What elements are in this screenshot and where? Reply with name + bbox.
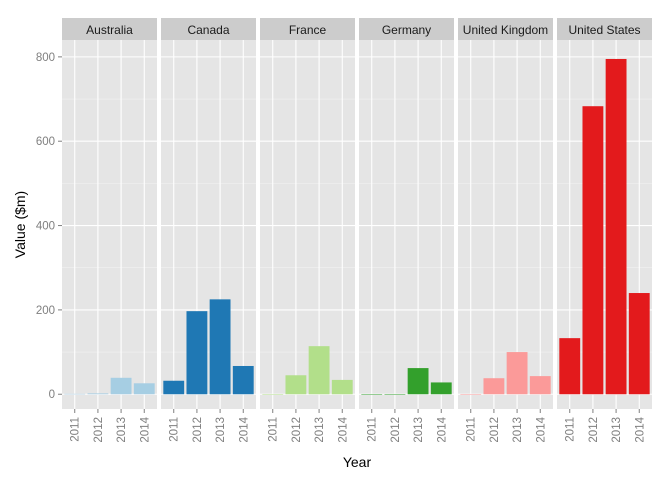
facet-panel-united-states: United States 2011 2012 2013 2014 <box>557 18 652 443</box>
x-tick-label: 2012 <box>390 417 402 443</box>
x-tick-label: 2011 <box>367 417 379 442</box>
bar <box>308 346 330 395</box>
x-tick-label: 2013 <box>512 417 524 443</box>
x-tick-label: 2014 <box>436 416 448 442</box>
x-tick-label: 2011 <box>169 417 181 442</box>
x-tick-label: 2011 <box>466 417 478 442</box>
x-tick-label: 2012 <box>192 417 204 443</box>
facet-panel-canada: Canada 2011 2012 2013 2014 <box>161 18 256 443</box>
panel-background <box>161 40 256 409</box>
x-tick-label: 2012 <box>291 417 303 443</box>
y-tick-label: 600 <box>36 136 55 148</box>
bar <box>529 376 551 395</box>
bar <box>262 394 284 395</box>
x-tick-label: 2014 <box>535 416 547 442</box>
bar <box>133 383 155 395</box>
panel-background <box>260 40 355 409</box>
facet-strip <box>458 18 553 40</box>
facet-strip <box>557 18 652 40</box>
bar <box>232 365 254 395</box>
y-tick-label: 800 <box>36 52 55 64</box>
facet-strip <box>161 18 256 40</box>
x-tick-label: 2013 <box>215 417 227 443</box>
panel-background <box>359 40 454 409</box>
y-axis-title: Value ($m) <box>12 191 28 258</box>
facet-panel-australia: Australia 2011 2012 2013 2014 <box>62 18 157 443</box>
facet-panel-united-kingdom: United Kingdom 2011 2012 2013 2014 <box>458 18 553 443</box>
bar <box>506 352 528 395</box>
x-tick-label: 2013 <box>413 417 425 443</box>
x-tick-label: 2011 <box>565 417 577 442</box>
facet-strip-label: United States <box>568 23 640 37</box>
y-tick-label: 400 <box>36 221 55 233</box>
facet-strip <box>260 18 355 40</box>
bar <box>384 394 406 395</box>
bar <box>430 382 452 395</box>
x-tick-label: 2014 <box>634 416 646 442</box>
x-tick-label: 2012 <box>93 417 105 443</box>
facet-strip-label: France <box>289 23 327 37</box>
bar <box>163 380 185 395</box>
facet-strip-label: Canada <box>187 23 229 37</box>
bar <box>605 58 627 395</box>
facet-strip-label: United Kingdom <box>463 23 548 37</box>
x-tick-label: 2011 <box>70 417 82 442</box>
x-tick-label: 2012 <box>489 417 501 443</box>
x-axis-title: Year <box>343 454 372 470</box>
bar <box>582 106 604 395</box>
bar <box>483 378 505 395</box>
bar <box>87 393 109 395</box>
bar <box>331 379 353 395</box>
y-tick-label: 0 <box>49 389 55 401</box>
y-tick-label: 200 <box>36 305 55 317</box>
facet-strip-label: Australia <box>86 23 133 37</box>
facet-panel-germany: Germany 2011 2012 2013 2014 <box>359 18 454 443</box>
bar <box>628 293 650 395</box>
bar <box>285 375 307 395</box>
x-tick-label: 2013 <box>314 417 326 443</box>
x-tick-label: 2014 <box>238 416 250 442</box>
x-tick-label: 2013 <box>116 417 128 443</box>
facet-panel-france: France 2011 2012 2013 2014 <box>260 18 355 443</box>
facet-strip <box>359 18 454 40</box>
x-tick-label: 2013 <box>611 417 623 443</box>
y-axis: 0 200 400 600 800 <box>36 52 62 401</box>
facet-strip-label: Germany <box>382 23 431 37</box>
bar <box>64 393 86 395</box>
facet-strip <box>62 18 157 40</box>
x-tick-label: 2012 <box>588 417 600 443</box>
bar <box>110 377 132 395</box>
facet-panels: Australia 2011 2012 2013 2014 Canada 2011 2012 2… <box>62 18 652 443</box>
bar <box>559 338 581 395</box>
bar <box>186 311 208 395</box>
bar <box>407 368 429 395</box>
bar <box>209 299 231 395</box>
bar <box>361 394 383 395</box>
x-tick-label: 2011 <box>268 417 280 442</box>
panel-background <box>62 40 157 409</box>
x-tick-label: 2014 <box>139 416 151 442</box>
panel-background <box>458 40 553 409</box>
bar <box>460 394 482 395</box>
x-tick-label: 2014 <box>337 416 349 442</box>
